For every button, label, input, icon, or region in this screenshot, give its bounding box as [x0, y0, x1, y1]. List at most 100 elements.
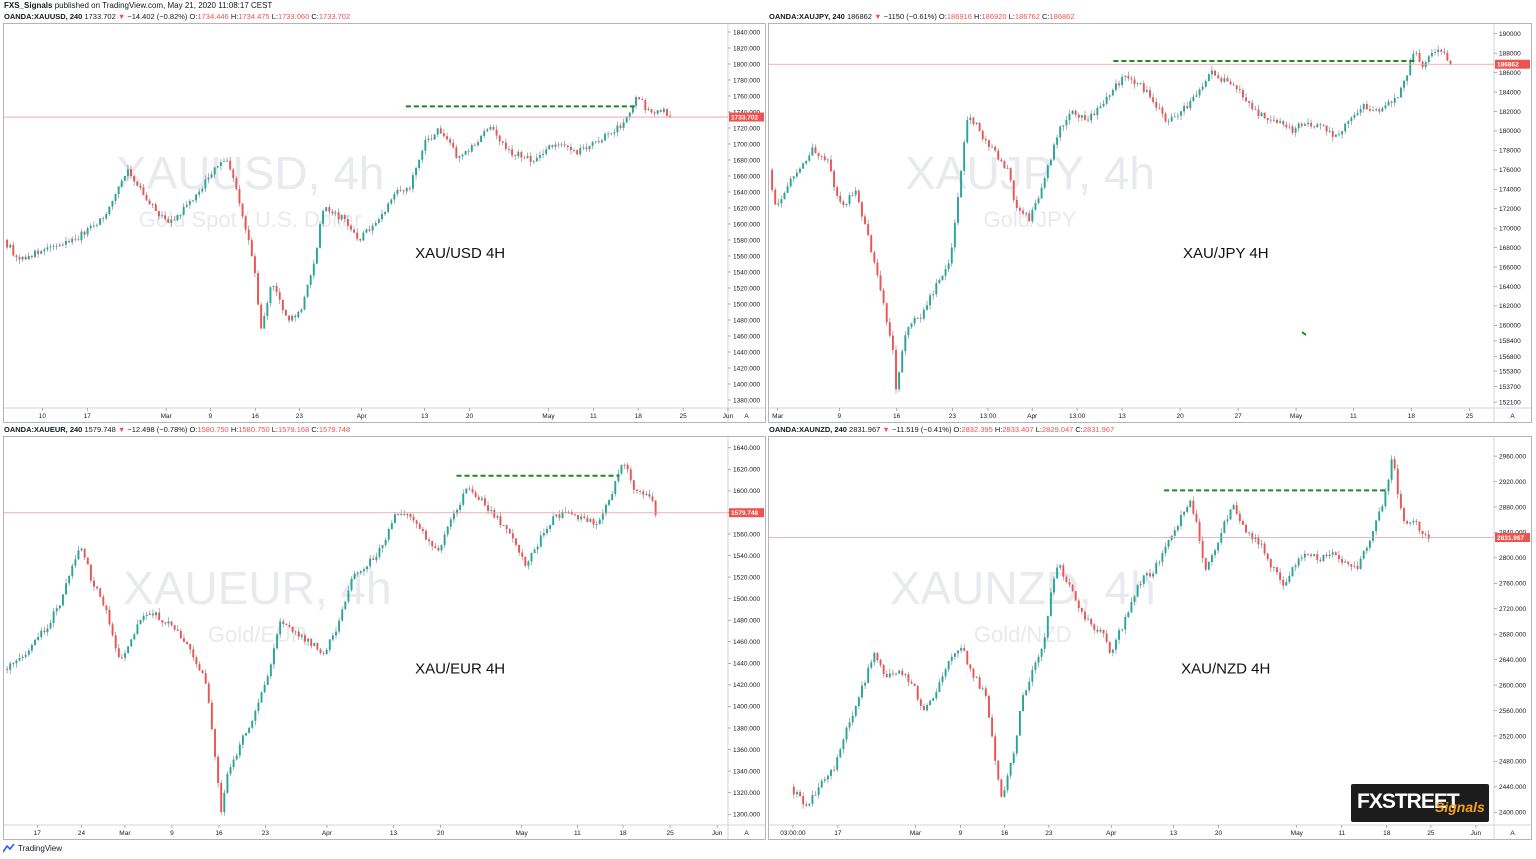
- candle: [61, 242, 64, 247]
- y-tick-label: 1500.000: [733, 301, 760, 308]
- x-tick-label: 27: [1234, 413, 1242, 420]
- candle: [542, 149, 545, 159]
- candle-body: [549, 525, 552, 529]
- candle-body: [207, 683, 210, 703]
- candle-body: [981, 130, 984, 139]
- x-tick-label: Apr: [1027, 413, 1038, 420]
- candle-body: [851, 715, 854, 723]
- candle-body: [913, 318, 916, 324]
- candle-body: [648, 494, 651, 497]
- candle: [833, 169, 836, 192]
- candle: [393, 512, 396, 524]
- candle: [1074, 109, 1077, 118]
- candle: [546, 525, 548, 536]
- publish-info: FXS_Signals published on TradingView.com…: [4, 1, 272, 11]
- candle: [356, 570, 359, 577]
- candle: [1412, 50, 1415, 65]
- candle: [198, 188, 201, 198]
- candle-body: [486, 129, 489, 132]
- candle-body: [610, 133, 613, 135]
- y-tick-label: 1620.000: [733, 467, 760, 474]
- candle: [124, 649, 126, 662]
- candle: [346, 215, 349, 231]
- candle-body: [823, 156, 826, 160]
- y-tick-label: 1540.000: [733, 269, 760, 276]
- candle: [957, 192, 959, 226]
- candle-body: [65, 583, 68, 595]
- candle: [1303, 122, 1306, 126]
- candle: [1229, 508, 1232, 521]
- candle: [861, 681, 863, 700]
- candle-body: [185, 204, 188, 207]
- candle-body: [1183, 105, 1186, 112]
- candle: [1049, 158, 1052, 166]
- candle: [870, 234, 873, 253]
- tradingview-footer[interactable]: TradingView: [3, 844, 62, 853]
- candle-body: [356, 232, 359, 239]
- candle-body: [994, 146, 997, 151]
- candle: [839, 191, 842, 205]
- candle: [434, 542, 437, 549]
- candle-body: [46, 628, 49, 633]
- candle-body: [1046, 615, 1049, 638]
- y-tick-label: 174000: [1499, 187, 1521, 194]
- candle: [1139, 82, 1142, 86]
- candle: [926, 300, 928, 311]
- chart-panel-xauusd[interactable]: XAUUSD, 4h Gold Spot / U.S. Dollar 1380.00…: [3, 23, 766, 423]
- candle-body: [92, 225, 95, 227]
- candle-body: [879, 275, 882, 291]
- chart-panel-xaueur[interactable]: XAUEUR, 4h Gold/EUR 1300.000 1320.000 1340.0…: [3, 436, 766, 840]
- chart-xaueur[interactable]: XAUEUR, 4hGold/EUR1300.0001320.0001340.0…: [4, 437, 765, 839]
- candle-body: [1238, 513, 1241, 522]
- candle-body: [876, 653, 879, 660]
- candle: [96, 585, 99, 590]
- candle: [257, 270, 260, 305]
- candle-body: [1248, 101, 1251, 103]
- candle: [616, 121, 619, 137]
- candle: [607, 131, 610, 139]
- candle-body: [1334, 552, 1337, 556]
- chart-xaujpy[interactable]: XAUJPY, 4hGold/JPY1521001537001553001568…: [769, 24, 1531, 422]
- candle: [105, 605, 108, 614]
- candle-body: [833, 769, 836, 771]
- candle: [421, 149, 424, 163]
- auto-scale-icon: A: [744, 413, 749, 420]
- candle: [628, 111, 631, 121]
- candle: [1430, 48, 1433, 59]
- candle-body: [1108, 95, 1111, 97]
- candle-body: [1393, 459, 1396, 469]
- candle: [493, 507, 496, 519]
- candle-body: [18, 658, 21, 661]
- candle-body: [1381, 506, 1384, 512]
- candle-body: [1276, 119, 1278, 123]
- chart-label: XAU/JPY 4H: [1183, 245, 1269, 262]
- x-tick-label: May: [1291, 830, 1304, 837]
- candle-body: [263, 684, 266, 693]
- candle: [1254, 105, 1257, 110]
- candle: [1018, 205, 1021, 215]
- candle-body: [499, 516, 502, 526]
- chart-panel-xaujpy[interactable]: XAUJPY, 4hGold/JPY1521001537001553001568…: [768, 23, 1532, 423]
- chart-xaunzd[interactable]: XAUNZD, 4hGold/NZD2400.0002440.0002480.0…: [769, 437, 1531, 839]
- candle-body: [260, 304, 263, 329]
- candle-body: [269, 664, 272, 677]
- candle-body: [68, 576, 71, 584]
- y-tick-label: 2920.000: [1499, 479, 1526, 486]
- candle-body: [1164, 113, 1167, 122]
- candle-body: [938, 682, 941, 693]
- candle: [1183, 102, 1186, 116]
- candle: [792, 175, 795, 183]
- drawing-mark: [1301, 331, 1307, 336]
- candle-body: [583, 516, 586, 518]
- candle-body: [238, 188, 241, 204]
- chart-panel-xaunzd[interactable]: XAUNZD, 4h Gold/NZD 2400.000 2440.000 2480.0…: [768, 436, 1532, 840]
- candle: [154, 202, 157, 212]
- candle-body: [1235, 85, 1238, 90]
- candle-body: [1375, 109, 1378, 111]
- candle-body: [1056, 567, 1059, 579]
- candle-body: [569, 146, 572, 151]
- candle: [167, 617, 170, 628]
- candle-body: [1043, 178, 1046, 188]
- candle-body: [504, 142, 507, 149]
